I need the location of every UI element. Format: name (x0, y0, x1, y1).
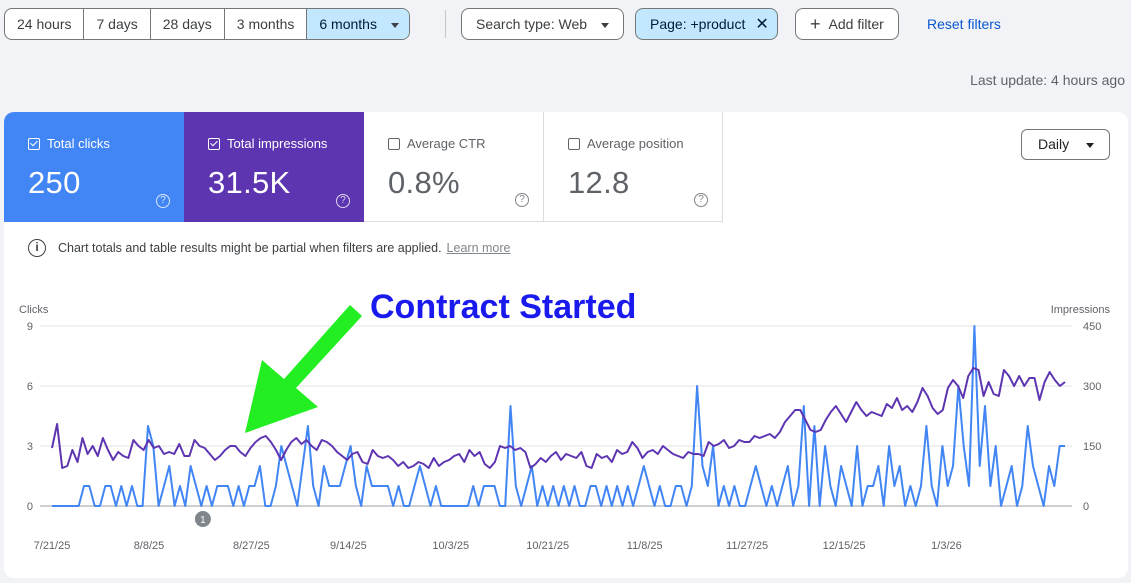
chevron-down-icon (1086, 142, 1095, 148)
x-tick-label: 8/8/25 (134, 540, 165, 552)
date-range-selector: 24 hours 7 days 28 days 3 months 6 months (4, 8, 410, 40)
checkbox-icon[interactable] (208, 137, 220, 150)
help-icon[interactable]: ? (336, 194, 350, 208)
chevron-down-icon (390, 22, 399, 28)
search-type-label: Search type: Web (476, 16, 588, 32)
annotation-marker-label: 1 (200, 515, 206, 526)
divider (445, 10, 446, 38)
date-range-label: 3 months (236, 16, 295, 32)
help-icon[interactable]: ? (515, 193, 529, 207)
performance-card: Total clicks 250 ? Total impressions 31.… (4, 112, 1128, 578)
add-filter-button[interactable]: + Add filter (795, 8, 899, 40)
filter-bar: 24 hours 7 days 28 days 3 months 6 months Se… (0, 0, 1131, 48)
right-tick-label: 150 (1083, 441, 1101, 453)
metric-label: Total clicks (47, 136, 110, 151)
series-line-clicks (52, 325, 1065, 507)
x-tick-label: 7/21/25 (34, 540, 71, 552)
x-tick-label: 11/27/25 (726, 540, 768, 552)
partial-data-notice: i Chart totals and table results might b… (28, 239, 510, 257)
metric-value: 12.8 (568, 165, 630, 200)
notice-text: Chart totals and table results might be … (58, 241, 442, 255)
right-axis-label: Impressions (1051, 304, 1111, 316)
metric-total-impressions[interactable]: Total impressions 31.5K ? (184, 112, 364, 222)
right-tick-label: 300 (1083, 381, 1101, 393)
metric-value: 0.8% (388, 165, 460, 200)
annotation-arrow (245, 305, 362, 433)
info-icon: i (28, 239, 46, 257)
checkbox-icon[interactable] (568, 137, 580, 150)
metric-label: Average position (587, 136, 684, 151)
metric-label: Total impressions (227, 136, 328, 151)
series-line-impressions (51, 367, 1066, 469)
metric-average-position[interactable]: Average position 12.8 ? (544, 112, 723, 222)
granularity-value: Daily (1038, 136, 1070, 152)
page-filter-label: Page: +product (650, 16, 746, 32)
x-tick-label: 10/21/25 (526, 540, 569, 552)
right-tick-label: 450 (1083, 321, 1101, 333)
left-tick-label: 0 (27, 501, 33, 513)
date-range-7-days[interactable]: 7 days (84, 9, 151, 39)
page-filter-chip[interactable]: Page: +product ✕ (635, 8, 778, 40)
left-tick-label: 9 (27, 321, 33, 333)
granularity-select[interactable]: Daily (1021, 129, 1110, 160)
date-range-3-months[interactable]: 3 months (225, 9, 308, 39)
x-tick-label: 10/3/25 (432, 540, 469, 552)
left-axis-label: Clicks (19, 304, 49, 316)
plus-icon: + (810, 14, 821, 34)
x-tick-label: 12/15/25 (823, 540, 866, 552)
close-icon[interactable]: ✕ (755, 16, 769, 33)
checkbox-icon[interactable] (388, 137, 400, 150)
date-range-24-hours[interactable]: 24 hours (5, 9, 85, 39)
left-tick-label: 3 (27, 441, 33, 453)
date-range-label: 24 hours (17, 16, 72, 32)
date-range-28-days[interactable]: 28 days (151, 9, 225, 39)
chevron-down-icon (601, 22, 610, 28)
annotation-text: Contract Started (370, 288, 636, 326)
add-filter-label: Add filter (828, 16, 884, 32)
x-tick-label: 1/3/26 (931, 540, 962, 552)
annotation-marker[interactable] (194, 511, 211, 527)
last-update-text: Last update: 4 hours ago (970, 72, 1125, 88)
metric-value: 250 (28, 165, 81, 200)
metric-total-clicks[interactable]: Total clicks 250 ? (4, 112, 184, 222)
x-tick-label: 9/14/25 (330, 540, 367, 552)
help-icon[interactable]: ? (156, 194, 170, 208)
metric-value: 31.5K (208, 165, 291, 200)
date-range-label: 7 days (96, 16, 138, 32)
search-type-filter[interactable]: Search type: Web (461, 8, 625, 40)
metric-label: Average CTR (407, 136, 486, 151)
date-range-label: 28 days (162, 16, 212, 32)
right-tick-label: 0 (1083, 501, 1089, 513)
date-range-6-months[interactable]: 6 months (307, 9, 409, 39)
help-icon[interactable]: ? (694, 193, 708, 207)
left-tick-label: 6 (27, 381, 33, 393)
checkbox-icon[interactable] (28, 137, 40, 150)
metric-average-ctr[interactable]: Average CTR 0.8% ? (364, 112, 544, 222)
reset-filters-link[interactable]: Reset filters (927, 16, 1001, 32)
learn-more-link[interactable]: Learn more (446, 241, 511, 255)
x-tick-label: 8/27/25 (233, 540, 270, 552)
x-tick-label: 11/8/25 (627, 540, 663, 552)
date-range-label: 6 months (319, 16, 377, 32)
